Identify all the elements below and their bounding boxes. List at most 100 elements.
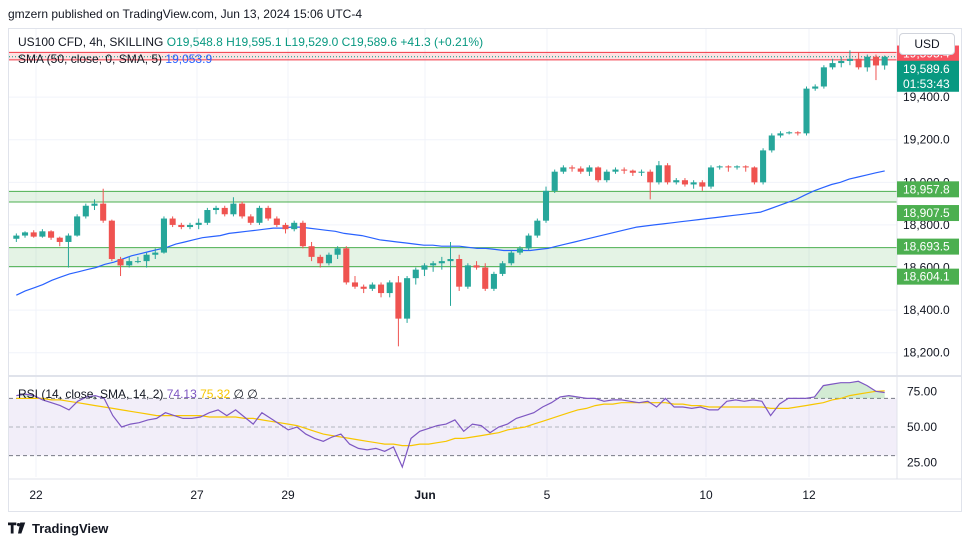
y-tick-label: 18,800.0 — [903, 218, 950, 232]
candle — [438, 261, 445, 264]
candle — [794, 132, 801, 134]
y-tick-label: 18,200.0 — [903, 346, 950, 360]
candle — [560, 167, 567, 172]
candle — [820, 67, 827, 87]
candle — [629, 170, 636, 173]
candle — [317, 256, 324, 264]
top-bar: gmzern published on TradingView.com, Jun… — [0, 0, 970, 28]
x-tick-label: 29 — [281, 488, 295, 502]
candle — [499, 263, 506, 274]
x-tick-label: 22 — [29, 488, 43, 502]
rsi-overbought-fill — [560, 395, 578, 399]
x-tick-label: Jun — [414, 488, 435, 502]
high-value: H19,595.1 — [226, 35, 282, 49]
price-label: 18,693.5 — [903, 240, 950, 254]
candle — [143, 254, 150, 262]
price-label: 18,907.5 — [903, 206, 950, 220]
candle — [412, 269, 419, 279]
candle — [186, 224, 194, 228]
candle — [160, 218, 167, 253]
sma-label[interactable]: SMA (50, close, 0, SMA, 5) — [18, 52, 163, 66]
sma-value: 19,053.9 — [165, 52, 213, 66]
candle — [508, 252, 515, 264]
candle — [239, 203, 246, 217]
candle — [282, 224, 289, 230]
candle — [595, 167, 602, 181]
candle — [247, 216, 254, 223]
candle — [864, 56, 871, 68]
zone-green-2 — [9, 247, 897, 267]
candle — [13, 235, 20, 239]
candle — [716, 166, 723, 168]
candle — [681, 180, 688, 185]
candle — [551, 171, 558, 191]
rsi-tick-label: 75.00 — [907, 384, 937, 398]
candle — [299, 222, 306, 247]
candle — [742, 166, 749, 168]
candle — [725, 166, 732, 168]
candle — [647, 171, 654, 183]
candle — [812, 86, 819, 89]
candle — [30, 232, 37, 237]
price-label: 19,589.6 — [903, 62, 950, 76]
candle — [534, 220, 541, 236]
candle — [421, 265, 428, 270]
x-tick-label: 10 — [699, 488, 713, 502]
candle — [846, 58, 853, 61]
price-label-bg — [897, 181, 959, 198]
price-label-bg — [897, 75, 959, 92]
candle — [91, 203, 98, 206]
x-tick-label: 27 — [190, 488, 204, 502]
rsi-label[interactable]: RSI (14, close, SMA, 14, 2) — [18, 387, 164, 401]
candle — [360, 286, 367, 289]
candle — [577, 168, 584, 172]
price-label-bg — [897, 205, 959, 222]
candle — [126, 261, 133, 266]
price-chart[interactable]: 18,200.018,400.018,600.018,800.019,000.0… — [9, 29, 961, 511]
symbol-label[interactable]: US100 CFD, 4h, SKILLING — [18, 35, 164, 49]
candle — [273, 218, 280, 225]
candle — [482, 267, 489, 289]
candle — [325, 254, 332, 264]
candle — [690, 182, 697, 185]
candle — [56, 237, 63, 242]
candle — [134, 261, 141, 263]
candle — [655, 165, 662, 183]
ohlc-legend: US100 CFD, 4h, SKILLING O19,548.8 H19,59… — [18, 35, 483, 49]
footer-brand[interactable]: TradingView — [32, 520, 109, 536]
y-tick-label: 19,200.0 — [903, 133, 950, 147]
change-value: +41.3 (+0.21%) — [400, 35, 484, 49]
chart-frame[interactable]: 18,200.018,400.018,600.018,800.019,000.0… — [8, 28, 962, 512]
rsi-ma-value: 75.32 — [200, 387, 231, 401]
candle — [195, 222, 202, 225]
candle — [230, 203, 237, 215]
candle — [308, 246, 315, 257]
price-label-bg — [897, 60, 959, 77]
x-tick-label: 5 — [544, 488, 551, 502]
rsi-tick-label: 50.00 — [907, 420, 937, 434]
candle — [768, 135, 775, 151]
candle — [699, 182, 706, 187]
candle — [204, 210, 211, 223]
candle — [786, 132, 793, 134]
price-label-bg — [897, 268, 959, 285]
candle — [386, 282, 393, 294]
rsi-extra-value-2: ∅ — [247, 387, 258, 401]
candle — [464, 265, 471, 287]
low-value: L19,529.0 — [284, 35, 339, 49]
candle — [490, 273, 497, 289]
currency-button[interactable]: USD — [899, 33, 955, 55]
candle — [169, 218, 176, 225]
candle — [586, 167, 593, 172]
candle — [516, 248, 524, 253]
candle — [734, 166, 741, 168]
zone-green-1 — [9, 191, 897, 203]
candle — [777, 133, 784, 136]
candle — [48, 231, 55, 238]
rsi-value: 74.13 — [166, 387, 197, 401]
candle — [664, 165, 671, 183]
candle — [369, 284, 376, 289]
candle — [351, 282, 359, 287]
candle — [621, 169, 628, 171]
candle — [760, 150, 767, 183]
